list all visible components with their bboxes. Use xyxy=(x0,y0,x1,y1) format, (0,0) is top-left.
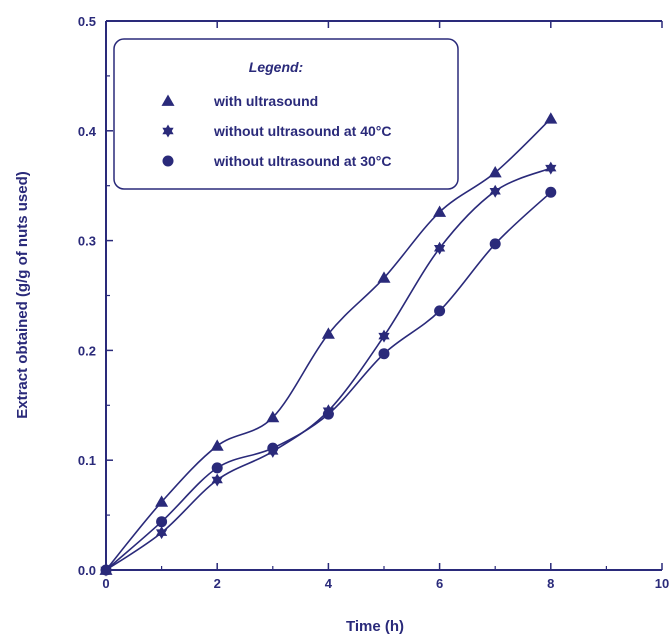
x-tick-label: 8 xyxy=(547,576,554,591)
star-marker xyxy=(489,184,501,198)
axis-ticks: 0 2 4 6 8 10 0.0 0.1 0.2 0.3 0.4 0.5 xyxy=(78,14,669,591)
legend-box xyxy=(113,38,459,190)
triangle-marker xyxy=(377,271,391,283)
legend-triangle-icon xyxy=(161,94,175,106)
y-tick-label: 0.2 xyxy=(78,343,96,358)
circle-marker xyxy=(489,238,501,250)
circle-marker xyxy=(545,186,557,198)
x-tick-label: 2 xyxy=(214,576,221,591)
triangle-marker xyxy=(155,495,169,507)
circle-marker xyxy=(378,348,390,360)
y-tick-label: 0.3 xyxy=(78,234,96,249)
y-tick-label: 0.5 xyxy=(78,14,96,29)
circle-marker xyxy=(100,564,112,576)
legend-entry-label: without ultrasound at 30°C xyxy=(213,153,392,169)
legend: Legend: with ultrasound without ultrasoun… xyxy=(113,38,459,190)
y-tick-label: 0.0 xyxy=(78,563,96,578)
y-axis-title: Extract obtained (g/g of nuts used) xyxy=(14,171,31,419)
star-marker xyxy=(378,329,390,343)
legend-title: Legend: xyxy=(249,59,303,75)
x-tick-label: 6 xyxy=(436,576,443,591)
legend-circle-icon xyxy=(162,155,174,167)
x-axis-title: Time (h) xyxy=(346,618,404,635)
y-tick-label: 0.1 xyxy=(78,453,96,468)
y-tick-label: 0.4 xyxy=(78,124,97,139)
x-tick-label: 4 xyxy=(325,576,333,591)
circle-marker xyxy=(434,305,446,317)
legend-star-icon xyxy=(162,124,174,138)
triangle-marker xyxy=(433,205,447,217)
triangle-marker xyxy=(321,327,335,339)
x-tick-label: 0 xyxy=(102,576,109,591)
series-circle xyxy=(100,186,557,576)
circle-marker xyxy=(322,408,334,420)
star-marker xyxy=(211,473,223,487)
star-marker xyxy=(433,241,446,255)
circle-marker xyxy=(267,442,279,454)
legend-entry-label: with ultrasound xyxy=(213,93,318,109)
x-tick-label: 10 xyxy=(655,576,669,591)
circle-marker xyxy=(211,462,223,474)
star-marker xyxy=(155,526,168,540)
series-line xyxy=(105,191,552,571)
circle-marker xyxy=(156,516,168,528)
triangle-marker xyxy=(210,439,224,451)
star-marker xyxy=(545,161,557,175)
triangle-marker xyxy=(544,112,558,124)
triangle-marker xyxy=(266,410,280,423)
legend-entry-label: without ultrasound at 40°C xyxy=(213,123,392,139)
triangle-marker xyxy=(488,166,502,178)
series-group xyxy=(99,112,558,577)
